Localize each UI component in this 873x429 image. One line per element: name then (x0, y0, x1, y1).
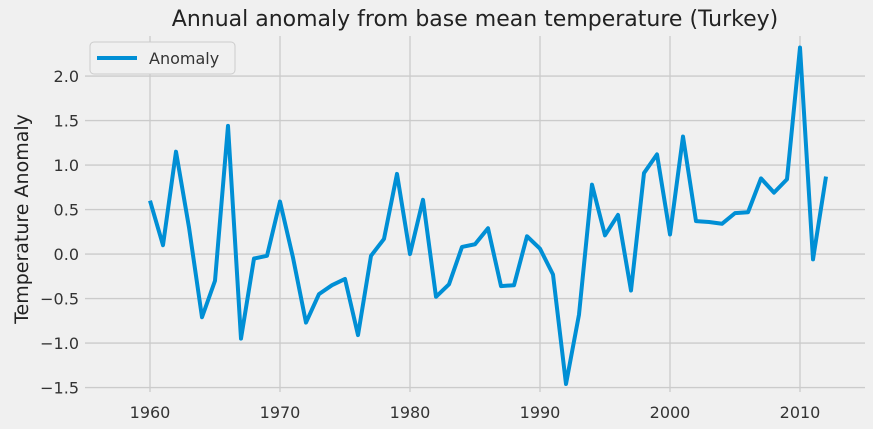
x-tick-label: 1960 (130, 403, 171, 422)
x-tick-label: 1990 (520, 403, 561, 422)
y-tick-label: 0.0 (54, 245, 79, 264)
x-tick-label: 2010 (780, 403, 821, 422)
grid (85, 36, 865, 392)
y-tick-label: −1.0 (40, 334, 79, 353)
data-lines (148, 45, 828, 386)
legend: Anomaly (89, 41, 236, 75)
legend-box (89, 41, 236, 75)
y-tick-label: 2.0 (54, 67, 79, 86)
y-tick-label: 1.0 (54, 156, 79, 175)
y-tick-label: 0.5 (54, 201, 79, 220)
x-tick-label: 1980 (390, 403, 431, 422)
y-tick-label: −0.5 (40, 290, 79, 309)
x-tick-label: 2000 (650, 403, 691, 422)
y-tick-label: −1.5 (40, 379, 79, 398)
y-axis-label: Temperature Anomaly (11, 114, 33, 325)
chart-title: Annual anomaly from base mean temperatur… (172, 7, 778, 32)
legend-label: Anomaly (149, 49, 219, 68)
x-tick-label: 1970 (260, 403, 301, 422)
y-tick-label: 1.5 (54, 112, 79, 131)
tick-labels: 1960 1970 1980 1990 2000 2010 −1.5 −1.0 −0.5 0.0 0… (40, 67, 820, 422)
